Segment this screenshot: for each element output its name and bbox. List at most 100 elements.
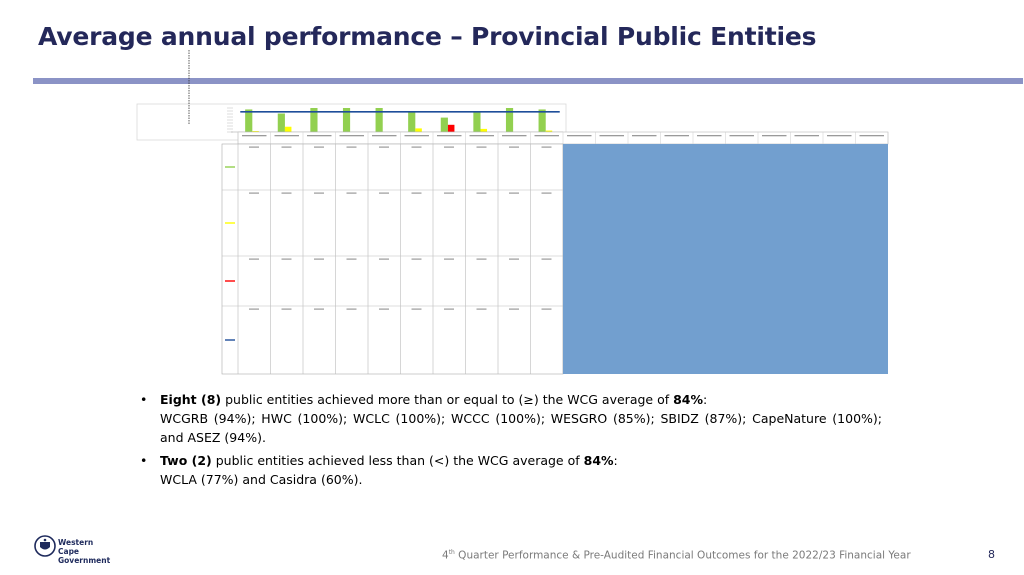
wcg-logo: Western Cape Government [34,535,114,565]
overlay-shape [563,144,888,374]
table-cell-value [509,192,519,194]
table-cell-value [314,146,324,148]
footer-sup: th [448,549,455,556]
bullet-detail: WCLA (77%) and Casidra (60%). [160,472,363,487]
footer-prefix: 4 [442,549,449,562]
table-header-label [827,135,852,137]
bar-achieved [473,111,481,132]
table-cell-value [346,258,357,260]
bullet-text: public entities achieved more than or eq… [221,392,674,407]
bar-achieved [277,113,285,132]
table-header-label [404,135,429,137]
table-cell-value [444,146,454,148]
bar-achieved [310,108,318,132]
table-header-label [274,135,299,137]
table-cell-value [444,258,454,260]
table-cell-value [411,258,422,260]
table-cell-value [541,308,552,310]
table-header-label [859,135,884,137]
bar-achieved [342,108,351,132]
table-cell-value [509,258,519,260]
table-cell-value [346,192,357,194]
bullet-colon: : [613,453,618,468]
footer-text: 4th Quarter Performance & Pre-Audited Fi… [442,549,911,562]
table-header-label [534,135,559,137]
table-cell-value [249,308,259,310]
table-header-label [437,135,462,137]
table-cell-value [281,146,292,148]
table-cell-value [476,308,487,310]
bullet-value: 84% [583,453,614,468]
logo-line1: Western Cape [58,538,94,556]
title-underline [33,78,1023,84]
table-cell-value [314,308,324,310]
table-cell-value [476,192,487,194]
table-cell-value [249,258,259,260]
table-cell-value [411,192,422,194]
bar-achieved [538,109,546,132]
table-cell-value [444,192,454,194]
table-cell-value [379,308,389,310]
bar-partial [284,126,292,132]
table-header-label [599,135,624,137]
bullet-lead: Two (2) [160,453,212,468]
bullet-dot-icon: • [140,453,148,468]
table-body [221,143,564,375]
bullet-item: • Eight (8) public entities achieved mor… [140,390,882,447]
bullet-value: 84% [673,392,704,407]
table-header-label [372,135,397,137]
bar-achieved [408,111,416,132]
bar-achieved [505,108,514,132]
footer-caption: Quarter Performance & Pre-Audited Financ… [454,549,911,562]
table-header-label [567,135,592,137]
table-cell-value [281,308,292,310]
table-cell-value [509,146,519,148]
table-header-label [469,135,494,137]
table-cell-value [509,308,519,310]
bar-partial [252,131,259,132]
bullet-lead: Eight (8) [160,392,222,407]
slide-title: Average annual performance – Provincial … [38,22,817,51]
table-cell-value [379,192,389,194]
table-cell-value [476,146,487,148]
table-cell-value [346,308,357,310]
chart-svg [136,50,889,375]
table-cell-value [281,192,292,194]
table-cell-value [314,192,324,194]
table-header-label [762,135,787,137]
table-cell-value [541,258,552,260]
table-cell-value [379,146,389,148]
bullet-dot-icon: • [140,392,148,407]
table-cell-value [411,308,422,310]
bar-partial [480,128,488,132]
logo-line2: Government [58,556,111,565]
table-header-label [242,135,267,137]
table-header-label [307,135,332,137]
table-cell-value [411,146,422,148]
table-header-label [794,135,819,137]
table-cell-value [249,192,259,194]
table-header-label [729,135,754,137]
table-cell-value [541,146,552,148]
bullet-colon: : [703,392,708,407]
bullet-list: • Eight (8) public entities achieved mor… [140,390,882,493]
bullet-detail: WCGRB (94%); HWC (100%); WCLC (100%); WC… [160,411,882,445]
table-cell-value [379,258,389,260]
table-cell-value [281,258,292,260]
bar-achieved [440,117,448,132]
table-header-label [632,135,657,137]
bar-not-achieved [447,124,455,132]
embedded-chart-object[interactable] [135,50,895,380]
table-cell-value [541,192,552,194]
bar-achieved [245,109,253,132]
coat-of-arms-icon [34,535,56,557]
table-cell-value [346,146,357,148]
table-header-label [339,135,364,137]
table-header-label [502,135,527,137]
bar-partial [545,130,553,132]
bullet-item: • Two (2) public entities achieved less … [140,451,882,489]
table-header-label [664,135,689,137]
bar-achieved [375,108,383,132]
page-number: 8 [988,548,995,561]
table-cell-value [476,258,487,260]
